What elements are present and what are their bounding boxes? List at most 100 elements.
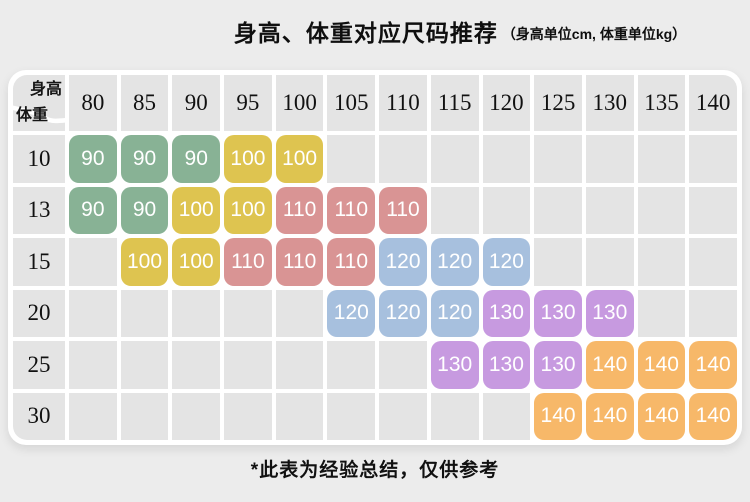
empty-cell-h115-w30 bbox=[430, 392, 479, 440]
size-cell-h90-w15: 100 bbox=[172, 238, 221, 286]
empty-cell-h90-w20 bbox=[172, 289, 221, 337]
size-cell-h115-w20: 120 bbox=[430, 289, 479, 337]
empty-cell-h130-w15 bbox=[585, 238, 634, 286]
size-cell-h110-w13: 110 bbox=[379, 186, 427, 234]
size-cell-h85-w15: 100 bbox=[120, 238, 169, 286]
size-cell-h80-w10: 90 bbox=[69, 135, 117, 183]
corner-height-label: 身高 bbox=[29, 81, 62, 98]
corner-header-cell: 身高 体重 bbox=[13, 75, 65, 131]
empty-cell-h115-w13 bbox=[430, 186, 479, 234]
empty-cell-h105-w30 bbox=[327, 392, 376, 440]
size-cell-h80-w13: 90 bbox=[69, 186, 117, 234]
height-header-105: 105 bbox=[327, 75, 376, 131]
page-title: 身高、体重对应尺码推荐 （身高单位cm, 体重单位kg） bbox=[0, 0, 750, 70]
size-cell-h115-w15: 120 bbox=[430, 238, 479, 286]
height-header-95: 95 bbox=[224, 75, 272, 131]
size-cell-h130-w25: 140 bbox=[585, 341, 634, 389]
corner-weight-label: 体重 bbox=[16, 107, 49, 124]
size-cell-h105-w15: 110 bbox=[327, 238, 376, 286]
size-cell-h100-w13: 110 bbox=[275, 186, 324, 234]
main-title-text: 身高、体重对应尺码推荐 bbox=[233, 20, 498, 46]
empty-cell-h140-w13 bbox=[689, 186, 737, 234]
empty-cell-h95-w30 bbox=[224, 392, 272, 440]
height-header-140: 140 bbox=[689, 75, 737, 131]
empty-cell-h105-w10 bbox=[327, 135, 376, 183]
height-header-110: 110 bbox=[379, 75, 427, 131]
empty-cell-h95-w25 bbox=[224, 341, 272, 389]
empty-cell-h140-w15 bbox=[689, 238, 737, 286]
empty-cell-h90-w25 bbox=[172, 341, 221, 389]
empty-cell-h80-w20 bbox=[69, 289, 117, 337]
empty-cell-h125-w13 bbox=[534, 186, 582, 234]
size-cell-h110-w15: 120 bbox=[379, 238, 427, 286]
height-header-100: 100 bbox=[275, 75, 324, 131]
empty-cell-h125-w10 bbox=[534, 135, 582, 183]
size-cell-h125-w30: 140 bbox=[534, 392, 582, 440]
empty-cell-h85-w20 bbox=[120, 289, 169, 337]
size-cell-h120-w15: 120 bbox=[482, 238, 531, 286]
size-cell-h95-w13: 100 bbox=[224, 186, 272, 234]
size-cell-h125-w25: 130 bbox=[534, 341, 582, 389]
title-unit-note: （身高单位cm, 体重单位kg） bbox=[501, 26, 687, 42]
empty-cell-h110-w10 bbox=[379, 135, 427, 183]
empty-cell-h140-w10 bbox=[689, 135, 737, 183]
size-chart-table: 身高 体重 80 85 90 95 100 105 110 115 120 125 130 135 14… bbox=[8, 70, 742, 445]
empty-cell-h140-w20 bbox=[689, 289, 737, 337]
weight-header-20: 20 bbox=[13, 289, 65, 337]
size-cell-h105-w13: 110 bbox=[327, 186, 376, 234]
size-cell-h110-w20: 120 bbox=[379, 289, 427, 337]
weight-header-10: 10 bbox=[13, 135, 65, 183]
weight-header-13: 13 bbox=[13, 186, 65, 234]
empty-cell-h135-w20 bbox=[637, 289, 686, 337]
size-cell-h130-w30: 140 bbox=[585, 392, 634, 440]
height-header-80: 80 bbox=[69, 75, 117, 131]
empty-cell-h135-w15 bbox=[637, 238, 686, 286]
size-cell-h135-w25: 140 bbox=[637, 341, 686, 389]
empty-cell-h80-w30 bbox=[69, 392, 117, 440]
empty-cell-h105-w25 bbox=[327, 341, 376, 389]
empty-cell-h120-w13 bbox=[482, 186, 531, 234]
empty-cell-h120-w30 bbox=[482, 392, 531, 440]
empty-cell-h100-w30 bbox=[275, 392, 324, 440]
empty-cell-h85-w30 bbox=[120, 392, 169, 440]
size-cell-h130-w20: 130 bbox=[585, 289, 634, 337]
empty-cell-h100-w20 bbox=[275, 289, 324, 337]
empty-cell-h80-w25 bbox=[69, 341, 117, 389]
height-header-135: 135 bbox=[637, 75, 686, 131]
height-header-120: 120 bbox=[482, 75, 531, 131]
weight-header-30: 30 bbox=[13, 392, 65, 440]
empty-cell-h130-w10 bbox=[585, 135, 634, 183]
size-cell-h120-w20: 130 bbox=[482, 289, 531, 337]
height-header-130: 130 bbox=[585, 75, 634, 131]
footnote: *此表为经验总结，仅供参考 bbox=[250, 460, 500, 481]
empty-cell-h100-w25 bbox=[275, 341, 324, 389]
empty-cell-h80-w15 bbox=[69, 238, 117, 286]
weight-header-25: 25 bbox=[13, 341, 65, 389]
empty-cell-h95-w20 bbox=[224, 289, 272, 337]
corner-divider-line bbox=[13, 105, 65, 124]
size-cell-h125-w20: 130 bbox=[534, 289, 582, 337]
size-cell-h135-w30: 140 bbox=[637, 392, 686, 440]
size-cell-h90-w10: 90 bbox=[172, 135, 221, 183]
size-cell-h100-w15: 110 bbox=[275, 238, 324, 286]
empty-cell-h115-w10 bbox=[430, 135, 479, 183]
size-cell-h85-w13: 90 bbox=[120, 186, 169, 234]
size-cell-h85-w10: 90 bbox=[120, 135, 169, 183]
empty-cell-h110-w30 bbox=[379, 392, 427, 440]
size-cell-h100-w10: 100 bbox=[275, 135, 324, 183]
size-cell-h140-w25: 140 bbox=[689, 341, 737, 389]
empty-cell-h120-w10 bbox=[482, 135, 531, 183]
empty-cell-h110-w25 bbox=[379, 341, 427, 389]
size-cell-h115-w25: 130 bbox=[430, 341, 479, 389]
size-cell-h95-w10: 100 bbox=[224, 135, 272, 183]
size-cell-h140-w30: 140 bbox=[689, 392, 737, 440]
empty-cell-h90-w30 bbox=[172, 392, 221, 440]
size-chart-panel: 身高 体重 80 85 90 95 100 105 110 115 120 125 130 135 14… bbox=[8, 70, 742, 445]
size-cell-h120-w25: 130 bbox=[482, 341, 531, 389]
empty-cell-h135-w10 bbox=[637, 135, 686, 183]
size-cell-h95-w15: 110 bbox=[224, 238, 272, 286]
empty-cell-h130-w13 bbox=[585, 186, 634, 234]
height-header-85: 85 bbox=[120, 75, 169, 131]
weight-header-15: 15 bbox=[13, 238, 65, 286]
size-cell-h90-w13: 100 bbox=[172, 186, 221, 234]
